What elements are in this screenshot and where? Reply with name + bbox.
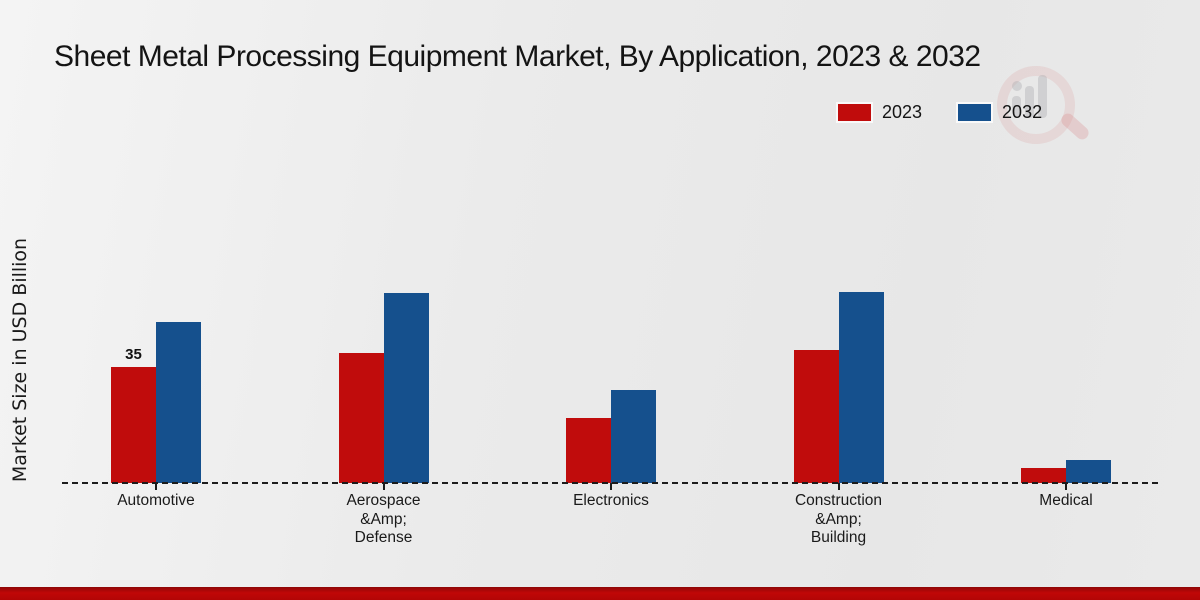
legend-item-2032: 2032 xyxy=(958,102,1042,123)
category-label-3: Construction &Amp; Building xyxy=(794,492,882,546)
bar-2023-2 xyxy=(566,418,611,483)
watermark-ring xyxy=(997,66,1075,144)
x-axis-tick-2 xyxy=(610,483,612,490)
y-axis-label: Market Size in USD Billion xyxy=(9,237,31,483)
category-label-2: Electronics xyxy=(573,492,649,509)
x-axis-tick-3 xyxy=(837,483,840,490)
legend-label-2032: 2032 xyxy=(1002,102,1043,122)
bar-2032-2 xyxy=(611,389,656,483)
bar-2032-1 xyxy=(383,293,429,483)
bar-value-label: 35 xyxy=(125,345,142,363)
legend-item-2023: 2023 xyxy=(838,102,922,123)
legend-swatch-2023-icon xyxy=(838,104,871,121)
watermark-bar-tall xyxy=(1038,75,1047,118)
bar-2032-4 xyxy=(1066,459,1111,483)
bar-2032-3 xyxy=(838,291,884,483)
x-axis-tick-1 xyxy=(382,483,385,490)
legend-label-2023: 2023 xyxy=(882,102,923,122)
watermark-bar-medium xyxy=(1025,86,1034,118)
bar-2023-0 xyxy=(111,366,156,483)
category-label-1: Aerospace &Amp; Defense xyxy=(346,492,421,546)
category-label-0: Automotive xyxy=(117,492,195,509)
watermark-bar-small xyxy=(1012,96,1021,116)
bar-chart-magnifier-logo-icon xyxy=(995,56,1100,146)
chart-title: Sheet Metal Processing Equipment Market,… xyxy=(54,40,981,73)
footer-red-band xyxy=(0,587,1200,600)
legend: 2023 2032 xyxy=(838,102,1042,123)
x-axis-tick-4 xyxy=(1065,483,1067,490)
x-axis-tick-0 xyxy=(155,483,157,490)
bar-2023-3 xyxy=(793,349,839,483)
category-label-4: Medical xyxy=(1039,492,1093,509)
watermark-dot xyxy=(1012,81,1022,91)
bar-2032-0 xyxy=(156,321,201,483)
bar-2023-1 xyxy=(338,353,384,483)
legend-swatch-2032-icon xyxy=(958,104,992,121)
bar-2023-4 xyxy=(1021,468,1066,483)
